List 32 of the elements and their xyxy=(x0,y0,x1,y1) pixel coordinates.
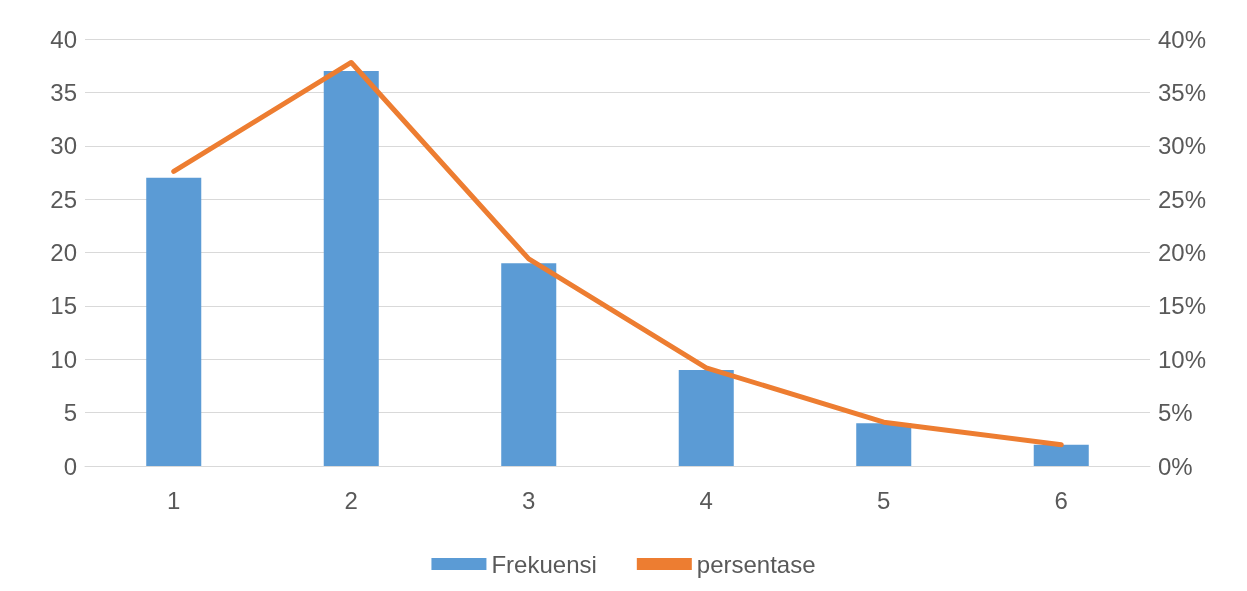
y-tick-label: 5 xyxy=(63,399,77,427)
bar xyxy=(678,369,734,466)
y-tick-label: 40 xyxy=(50,25,77,53)
y2-tick-label: 30% xyxy=(1158,132,1207,160)
legend-label: Frekuensi xyxy=(491,550,597,578)
y2-tick-label: 25% xyxy=(1158,185,1207,213)
x-tick-label: 3 xyxy=(522,486,536,514)
x-tick-label: 5 xyxy=(877,486,891,514)
bar xyxy=(1033,444,1089,466)
y2-tick-label: 35% xyxy=(1158,78,1207,106)
y-tick-label: 0 xyxy=(63,452,77,480)
x-tick-label: 1 xyxy=(167,486,181,514)
bar xyxy=(501,263,557,466)
x-tick-label: 2 xyxy=(344,486,358,514)
y2-tick-label: 10% xyxy=(1158,345,1207,373)
y-tick-label: 25 xyxy=(50,185,77,213)
y2-tick-label: 20% xyxy=(1158,239,1207,266)
bar xyxy=(856,423,912,466)
y2-tick-label: 15% xyxy=(1158,292,1207,320)
y-tick-label: 35 xyxy=(50,78,77,106)
bar xyxy=(323,71,379,466)
x-tick-label: 6 xyxy=(1054,486,1068,514)
y-tick-label: 30 xyxy=(50,132,77,160)
y-tick-label: 20 xyxy=(50,239,77,266)
x-tick-label: 4 xyxy=(699,486,713,514)
legend-label: persentase xyxy=(696,550,816,578)
y2-tick-label: 0% xyxy=(1158,452,1193,480)
y-tick-label: 10 xyxy=(50,345,77,373)
y-tick-label: 15 xyxy=(50,292,77,320)
y2-tick-label: 40% xyxy=(1158,25,1207,53)
y2-tick-label: 5% xyxy=(1158,399,1193,427)
bar xyxy=(146,177,202,466)
